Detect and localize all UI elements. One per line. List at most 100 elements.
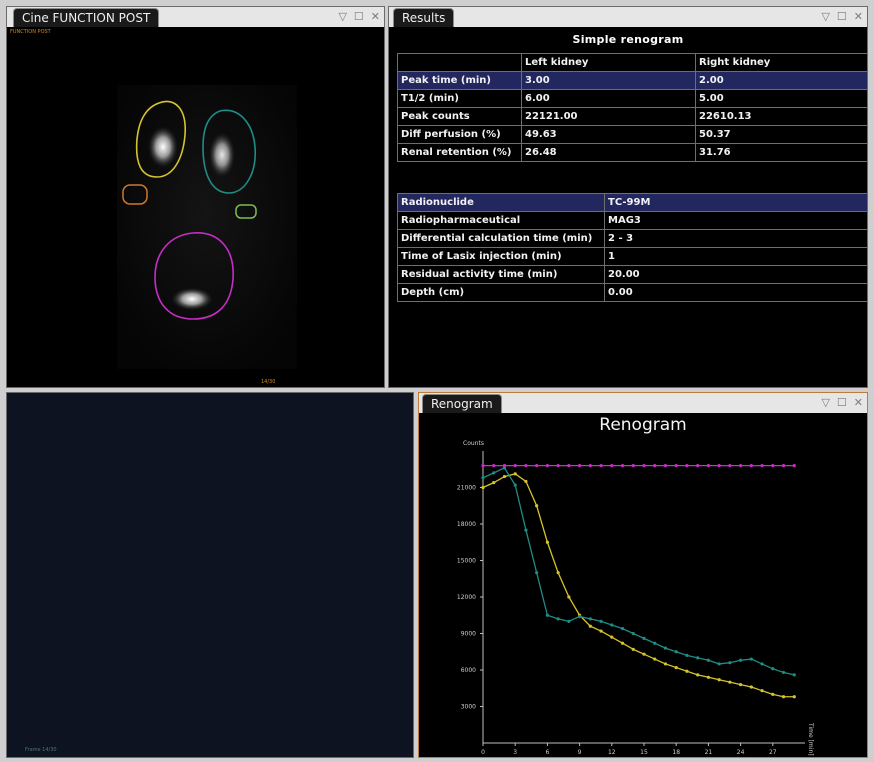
table-header-row: Left kidney Right kidney bbox=[397, 53, 867, 72]
data-point bbox=[556, 617, 560, 621]
right-background-roi[interactable] bbox=[235, 204, 257, 219]
series-line-right-kidney bbox=[482, 467, 795, 676]
x-tick-label: 9 bbox=[578, 749, 582, 756]
data-point bbox=[653, 641, 657, 645]
left-kidney-roi[interactable] bbox=[135, 100, 186, 178]
data-point bbox=[588, 464, 592, 468]
table-cell: 22121.00 bbox=[521, 107, 696, 126]
cine-viewport[interactable]: FUNCTION POST bbox=[7, 27, 384, 387]
table-row[interactable]: Differential calculation time (min) 2 - … bbox=[397, 229, 867, 248]
tab-results[interactable]: Results bbox=[393, 8, 455, 27]
data-point bbox=[781, 670, 786, 675]
close-icon[interactable]: ✕ bbox=[853, 396, 863, 409]
table-cell: 31.76 bbox=[695, 143, 867, 162]
table-row[interactable]: Renal retention (%) 26.48 31.76 bbox=[397, 143, 867, 162]
data-point bbox=[502, 474, 507, 479]
data-point bbox=[599, 619, 603, 623]
data-point bbox=[717, 464, 721, 468]
data-point bbox=[524, 479, 528, 484]
data-point bbox=[771, 464, 775, 468]
x-tick-label: 18 bbox=[672, 749, 680, 756]
x-tick-label: 24 bbox=[737, 749, 745, 756]
data-point bbox=[642, 464, 646, 468]
renogram-results-table: Left kidney Right kidney Peak time (min)… bbox=[397, 53, 867, 162]
close-icon[interactable]: ✕ bbox=[370, 10, 380, 23]
data-point bbox=[610, 635, 614, 639]
data-point bbox=[653, 657, 657, 661]
data-point bbox=[481, 485, 485, 490]
data-point bbox=[599, 464, 603, 468]
data-point bbox=[588, 624, 592, 628]
data-point bbox=[749, 657, 753, 661]
table-cell: 22610.13 bbox=[695, 107, 867, 126]
table-cell: Peak time (min) bbox=[397, 71, 522, 90]
left-background-roi[interactable] bbox=[122, 184, 148, 205]
data-point bbox=[631, 631, 635, 636]
data-point bbox=[502, 464, 507, 468]
data-point bbox=[653, 464, 657, 468]
minimize-icon[interactable]: ▽ bbox=[821, 10, 830, 23]
scan-field bbox=[117, 85, 297, 369]
bladder-uptake bbox=[170, 287, 214, 311]
table-row[interactable]: Radionuclide TC-99M bbox=[397, 193, 867, 212]
minimize-icon[interactable]: ▽ bbox=[338, 10, 347, 23]
viewport-status: Frame 14/30 bbox=[25, 747, 57, 753]
data-point bbox=[599, 629, 603, 633]
data-point bbox=[771, 667, 775, 671]
data-point bbox=[545, 613, 549, 617]
table-cell: Radionuclide bbox=[397, 193, 605, 212]
table-row[interactable]: Time of Lasix injection (min) 1 bbox=[397, 247, 867, 266]
table-cell: 0.00 bbox=[604, 283, 867, 302]
bottom-left-viewport[interactable]: Frame 14/30 bbox=[6, 392, 414, 758]
data-point bbox=[610, 623, 614, 627]
right-kidney-roi[interactable] bbox=[202, 109, 256, 194]
data-point bbox=[771, 692, 775, 696]
data-point bbox=[524, 464, 528, 468]
chart-title: Renogram bbox=[599, 415, 687, 435]
table-row[interactable]: Peak time (min) 3.00 2.00 bbox=[397, 71, 867, 90]
results-window-controls: ▽ ☐ ✕ bbox=[821, 9, 863, 25]
data-point bbox=[492, 471, 496, 475]
table-cell: 20.00 bbox=[604, 265, 867, 284]
table-row[interactable]: T1/2 (min) 6.00 5.00 bbox=[397, 89, 867, 108]
bladder-roi[interactable] bbox=[154, 232, 234, 320]
cine-frame-counter: 14/30 bbox=[261, 379, 276, 385]
data-point bbox=[567, 464, 571, 468]
data-point bbox=[706, 675, 710, 679]
table-cell: 2.00 bbox=[695, 71, 867, 90]
cine-series-label: FUNCTION POST bbox=[10, 29, 51, 35]
results-title: Simple renogram bbox=[572, 33, 684, 46]
table-row[interactable]: Radiopharmaceutical MAG3 bbox=[397, 211, 867, 230]
minimize-icon[interactable]: ▽ bbox=[821, 396, 830, 409]
close-icon[interactable]: ✕ bbox=[853, 10, 863, 23]
table-row[interactable]: Residual activity time (min) 20.00 bbox=[397, 265, 867, 284]
table-cell: Residual activity time (min) bbox=[397, 265, 605, 284]
table-cell: T1/2 (min) bbox=[397, 89, 522, 108]
table-cell: 2 - 3 bbox=[604, 229, 867, 248]
maximize-icon[interactable]: ☐ bbox=[353, 10, 364, 23]
data-point bbox=[781, 695, 786, 699]
data-point bbox=[513, 472, 517, 476]
y-tick-label: 3000 bbox=[461, 704, 476, 711]
tab-cine-function-post[interactable]: Cine FUNCTION POST bbox=[13, 8, 160, 27]
right-kidney-uptake bbox=[208, 131, 236, 179]
table-cell: 3.00 bbox=[521, 71, 696, 90]
table-cell: 49.63 bbox=[521, 125, 696, 144]
maximize-icon[interactable]: ☐ bbox=[836, 396, 847, 409]
y-tick-label: 6000 bbox=[461, 667, 476, 674]
renogram-window-controls: ▽ ☐ ✕ bbox=[821, 395, 863, 411]
y-axis-label: Counts bbox=[463, 440, 484, 447]
table-cell: Radiopharmaceutical bbox=[397, 211, 605, 230]
renogram-panel: Renogram ▽ ☐ ✕ Renogram 3000 6000 9000 1200… bbox=[418, 392, 868, 758]
table-row[interactable]: Depth (cm) 0.00 bbox=[397, 283, 867, 302]
data-point bbox=[620, 627, 625, 631]
data-point bbox=[535, 504, 539, 508]
data-point bbox=[739, 683, 743, 687]
table-row[interactable]: Peak counts 22121.00 22610.13 bbox=[397, 107, 867, 126]
data-point bbox=[674, 665, 678, 670]
tab-renogram[interactable]: Renogram bbox=[422, 394, 502, 413]
table-row[interactable]: Diff perfusion (%) 49.63 50.37 bbox=[397, 125, 867, 144]
maximize-icon[interactable]: ☐ bbox=[836, 10, 847, 23]
table-cell: 50.37 bbox=[695, 125, 867, 144]
